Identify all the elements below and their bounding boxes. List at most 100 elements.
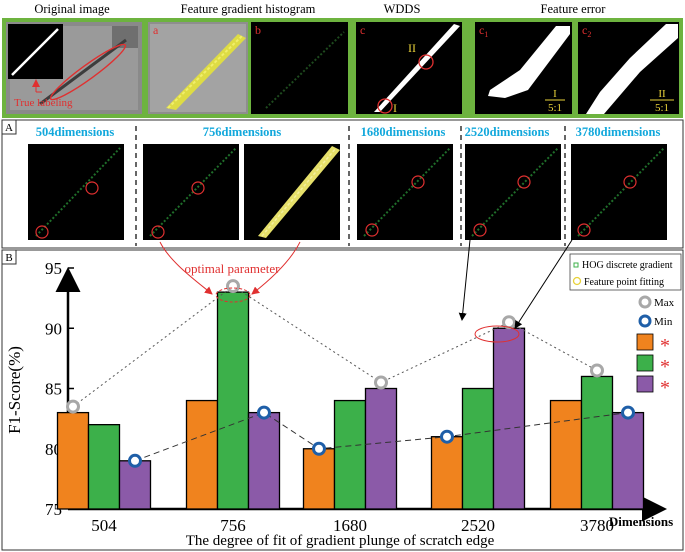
y-tick-label-3: 90 [45, 319, 62, 338]
roman-ii-label: II [408, 41, 416, 55]
bar-s0-756 [185, 399, 219, 510]
arrow-2520-right [514, 239, 573, 329]
bar-s2-3780 [611, 411, 645, 510]
panel-c2-letter: c2 [582, 23, 591, 39]
dimensions-label: Dimensions [609, 514, 673, 529]
purple-legend-swatch [636, 375, 654, 393]
min-legend-label: Min [654, 316, 673, 328]
max-marker-1680 [374, 375, 388, 390]
ratio-ii-denominator: 5:1 [655, 102, 669, 114]
y-axis-title: F1-Score(%) [5, 346, 24, 434]
bar-s1-2520 [461, 387, 495, 510]
min-marker-2520 [440, 429, 454, 444]
bar-s0-3780 [549, 399, 583, 510]
min-marker-504 [128, 453, 142, 468]
original-image: True labeling [6, 22, 142, 114]
panel-c1-letter: c1 [479, 23, 488, 39]
wdds-circle-i [377, 98, 393, 114]
dim-label-504: 504dimensions [36, 125, 115, 139]
purple-legend-asterisk: * [660, 377, 670, 399]
chart-plot: 504 756 1680 2520 3780 [56, 279, 645, 535]
wdds-panel: c II I [356, 22, 462, 115]
hog-image-2520 [465, 144, 561, 240]
bar-s1-504 [87, 423, 121, 510]
max-marker-756 [226, 279, 240, 294]
bar-s1-3780 [580, 375, 614, 510]
connector-arrows: optimal parameter [159, 239, 573, 343]
roman-i-label: I [393, 101, 397, 115]
bar-s1-1680 [333, 399, 367, 510]
ratio-ii-numerator: II [658, 88, 666, 100]
dim-label-3780: 3780dimensions [576, 125, 661, 139]
max-legend-label: Max [654, 297, 675, 309]
fit-legend-marker [572, 276, 582, 286]
panel-a-tag: A [5, 122, 13, 134]
bar-s2-756 [247, 411, 281, 510]
bar-s2-1680 [364, 387, 398, 510]
fit-legend-label: Feature point fitting [584, 277, 664, 288]
bar-s2-2520 [492, 327, 526, 510]
x-axis-title: The degree of fit of gradient plunge of … [186, 533, 495, 549]
dim-label-2520: 2520dimensions [465, 125, 550, 139]
max-marker-3780 [590, 363, 604, 378]
original-image-title: Original image [34, 2, 110, 16]
dim-label-1680: 1680dimensions [361, 125, 446, 139]
x-tick-label-2520: 2520 [461, 516, 495, 535]
x-tick-label-1680: 1680 [333, 516, 367, 535]
feature-error-c1: c1 I 5:1 [475, 22, 572, 114]
y-tick-label-4: 95 [45, 259, 62, 278]
max-legend-marker [638, 295, 652, 309]
bar-s2-504 [118, 460, 152, 510]
optimal-parameter-label: optimal parameter [185, 261, 281, 276]
hog-image-1680 [357, 144, 453, 240]
green-legend-swatch [636, 354, 654, 372]
max-highlight-ellipse [474, 325, 520, 343]
max-marker-504 [66, 399, 80, 414]
hog-image-756-b [244, 144, 340, 240]
hog-image-504 [28, 144, 124, 240]
panel-b-tag: B [5, 252, 12, 264]
x-tick-label-3780: 3780 [580, 516, 614, 535]
feature-error-title: Feature error [541, 2, 607, 16]
panel-b: B [1, 249, 684, 551]
true-labeling-label: True labeling [14, 97, 73, 109]
optimal-arrow-left [159, 241, 213, 295]
min-marker-756 [257, 405, 271, 420]
y-tick-label-2: 85 [45, 380, 62, 399]
ratio-i-denominator: 5:1 [548, 102, 562, 114]
legend-box [569, 253, 682, 291]
panel-a-letter: a [153, 23, 159, 37]
panel-a: A 504dimensions 756dimensions 1680dimens… [1, 119, 684, 249]
legend: HOG discrete gradient Feature point fitt… [569, 253, 682, 399]
bar-s0-2520 [430, 436, 464, 510]
true-labeling-ellipse [49, 43, 127, 101]
hog-image-3780 [571, 144, 667, 240]
panel-b-letter: b [255, 23, 261, 37]
orange-legend-asterisk: * [660, 335, 670, 357]
min-marker-1680 [312, 441, 326, 456]
wdds-title: WDDS [384, 2, 421, 16]
hog-legend-marker [573, 262, 579, 268]
top-row: Original image Feature gradient histogra… [2, 2, 683, 118]
arrow-2520-left [458, 239, 471, 321]
gradient-histogram-title: Feature gradient histogram [181, 2, 316, 16]
hog-image-756-a [143, 144, 239, 240]
x-tick-label-756: 756 [220, 516, 246, 535]
optimal-arrow-right [251, 241, 301, 295]
bar-s0-504 [56, 411, 90, 510]
optimal-highlight-ellipse [215, 287, 251, 303]
bar-s0-1680 [302, 448, 336, 510]
hog-legend-label: HOG discrete gradient [582, 260, 673, 271]
bar-s1-756 [216, 291, 250, 510]
min-legend-marker [638, 314, 652, 328]
ratio-i-numerator: I [553, 88, 557, 100]
gradient-histogram-b: b [251, 22, 348, 114]
gradient-histogram-a: a [148, 22, 248, 114]
dim-label-756: 756dimensions [203, 125, 282, 139]
panel-c-letter: c [360, 23, 365, 37]
min-marker-3780 [621, 405, 635, 420]
green-legend-asterisk: * [660, 356, 670, 378]
wdds-circle-ii [418, 54, 434, 70]
